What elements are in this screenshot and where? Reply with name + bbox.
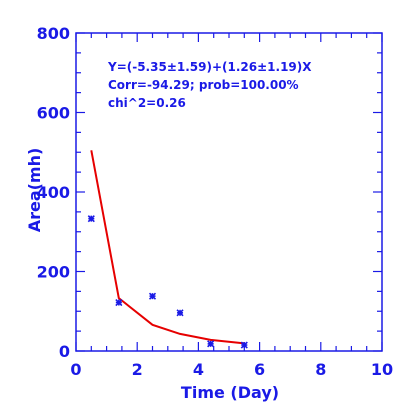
x-axis-label: Time (Day) <box>181 383 279 402</box>
chi-square-text: chi^2=0.26 <box>108 96 186 110</box>
fit-line <box>90 150 245 345</box>
y-axis-label: Area(mh) <box>25 148 44 233</box>
correlation-text: Corr=-94.29; prob=100.00% <box>108 78 299 92</box>
x-axis-ticks: 0 2 4 6 8 10 <box>70 33 393 379</box>
y-tick-label: 0 <box>59 342 70 361</box>
data-point <box>115 298 123 307</box>
y-tick-label: 400 <box>37 183 70 202</box>
x-tick-label: 0 <box>70 360 81 379</box>
data-point <box>240 341 248 349</box>
x-tick-label: 10 <box>371 360 393 379</box>
data-point <box>148 292 157 300</box>
data-point <box>207 340 215 348</box>
y-axis-ticks: 0 200 400 600 800 <box>37 24 382 361</box>
data-point <box>87 215 95 223</box>
y-tick-label: 200 <box>37 263 70 282</box>
y-tick-label: 800 <box>37 24 70 43</box>
x-tick-label: 8 <box>315 360 326 379</box>
fit-equation: Y=(-5.35±1.59)+(1.26±1.19)X <box>107 60 312 74</box>
y-tick-label: 600 <box>37 104 70 123</box>
x-tick-label: 4 <box>193 360 204 379</box>
x-tick-label: 2 <box>132 360 143 379</box>
data-point <box>176 309 184 317</box>
series-layer <box>87 150 248 349</box>
x-tick-label: 6 <box>254 360 265 379</box>
